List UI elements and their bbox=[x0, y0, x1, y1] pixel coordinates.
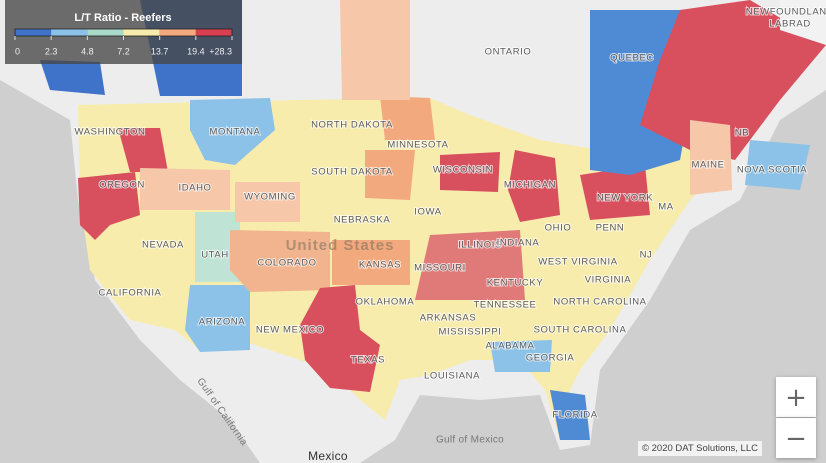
map-label: OREGON bbox=[99, 180, 145, 191]
map-label: SOUTH CAROLINA bbox=[534, 325, 627, 336]
region bbox=[640, 0, 826, 160]
map-label: NEW MEXICO bbox=[256, 325, 324, 336]
map-label: LABRAD bbox=[769, 19, 811, 30]
map-label: MICHIGAN bbox=[504, 180, 556, 191]
region bbox=[580, 165, 650, 220]
map-label: MINNESOTA bbox=[387, 140, 448, 151]
map-label: ALABAMA bbox=[485, 341, 534, 352]
legend-swatch bbox=[195, 29, 232, 36]
map-label: ILLINOIS bbox=[458, 240, 502, 251]
map-label: LOUISIANA bbox=[424, 371, 480, 382]
map-label: VIRGINIA bbox=[585, 275, 632, 286]
map-label: IDAHO bbox=[178, 183, 211, 194]
legend-tick-label: 13.7 bbox=[151, 46, 169, 56]
map-label: QUEBEC bbox=[610, 53, 654, 64]
legend-tick-label: 19.4 bbox=[187, 46, 205, 56]
legend-swatch bbox=[51, 29, 88, 36]
legend-swatch bbox=[159, 29, 196, 36]
legend: L/T Ratio - Reefers 0 2.3 4.8 7.2 13.7 19.4 +2… bbox=[5, 0, 242, 64]
map-label: IOWA bbox=[414, 207, 441, 218]
map-label: MISSISSIPPI bbox=[438, 327, 501, 338]
map-label: WEST VIRGINIA bbox=[538, 257, 617, 268]
map-label: KENTUCKY bbox=[487, 278, 544, 289]
region bbox=[550, 390, 590, 440]
map-label: NEVADA bbox=[142, 240, 184, 251]
map-label: KANSAS bbox=[359, 260, 401, 271]
legend-swatch bbox=[87, 29, 124, 36]
country-label: United States bbox=[286, 237, 395, 254]
region bbox=[365, 150, 415, 200]
region bbox=[195, 212, 240, 282]
region bbox=[380, 96, 435, 140]
map-label: COLORADO bbox=[257, 258, 316, 269]
region bbox=[300, 285, 380, 392]
map-label: FLORIDA bbox=[552, 410, 597, 421]
zoom-in-button[interactable]: + bbox=[776, 377, 816, 417]
map-label: NB bbox=[735, 128, 749, 139]
region bbox=[340, 0, 410, 100]
map-label: OHIO bbox=[545, 223, 572, 234]
legend-tick-label: 0 bbox=[15, 46, 20, 56]
legend-swatch bbox=[15, 29, 52, 36]
map-label: TENNESSEE bbox=[474, 300, 537, 311]
map-label: ARKANSAS bbox=[420, 313, 477, 324]
region bbox=[440, 152, 500, 192]
water-label: Gulf of Mexico bbox=[436, 435, 504, 446]
legend-tick-label: 2.3 bbox=[45, 46, 58, 56]
map-label: NJ bbox=[640, 250, 653, 261]
legend-title: L/T Ratio - Reefers bbox=[74, 12, 171, 24]
map-label: UTAH bbox=[201, 250, 229, 261]
legend-tick-label: 7.2 bbox=[117, 46, 130, 56]
map-label: MAINE bbox=[691, 160, 724, 171]
map-label: WASHINGTON bbox=[75, 127, 146, 138]
region bbox=[415, 230, 525, 300]
legend-swatch bbox=[123, 29, 160, 36]
region bbox=[235, 182, 300, 222]
map-label: MISSOURI bbox=[414, 263, 466, 274]
region bbox=[508, 150, 560, 222]
region bbox=[185, 285, 250, 352]
region bbox=[40, 60, 105, 95]
map-label: SOUTH DAKOTA bbox=[311, 167, 393, 178]
map-label: TEXAS bbox=[351, 355, 385, 366]
legend-tick-label: +28.3 bbox=[209, 46, 232, 56]
map-label: PENN bbox=[596, 223, 625, 234]
country-label: Mexico bbox=[308, 449, 348, 463]
region bbox=[78, 172, 140, 240]
map-label: OKLAHOMA bbox=[356, 297, 415, 308]
attribution: © 2020 DAT Solutions, LLC bbox=[638, 441, 762, 456]
map-label: INDIANA bbox=[497, 238, 540, 249]
region bbox=[490, 340, 552, 372]
map-label: WYOMING bbox=[244, 192, 296, 203]
region bbox=[332, 240, 410, 285]
map-label: NEW YORK bbox=[597, 193, 653, 204]
region bbox=[230, 230, 330, 292]
map-label: ARIZONA bbox=[199, 317, 245, 328]
map-label: ONTARIO bbox=[485, 47, 532, 58]
region bbox=[745, 140, 810, 190]
region bbox=[690, 120, 732, 195]
map-label: NEWFOUNDLAND bbox=[746, 7, 826, 18]
region bbox=[190, 98, 275, 165]
map-label: GEORGIA bbox=[526, 353, 575, 364]
legend-scale: L/T Ratio - Reefers 0 2.3 4.8 7.2 13.7 19.4 +2… bbox=[14, 12, 233, 56]
map-label: WISCONSIN bbox=[433, 165, 493, 176]
map-label: CALIFORNIA bbox=[98, 288, 161, 299]
map-label: NORTH CAROLINA bbox=[553, 297, 646, 308]
region bbox=[118, 128, 168, 172]
legend-tick-label: 4.8 bbox=[81, 46, 94, 56]
map-label: NOVA SCOTIA bbox=[737, 165, 807, 176]
map-label: MA bbox=[658, 202, 674, 213]
region bbox=[780, 0, 826, 45]
region bbox=[140, 168, 230, 210]
map-label: NORTH DAKOTA bbox=[311, 120, 393, 131]
zoom-out-button[interactable]: − bbox=[776, 418, 816, 458]
map-label: NEBRASKA bbox=[334, 215, 391, 226]
map-label: MONTANA bbox=[210, 127, 261, 138]
